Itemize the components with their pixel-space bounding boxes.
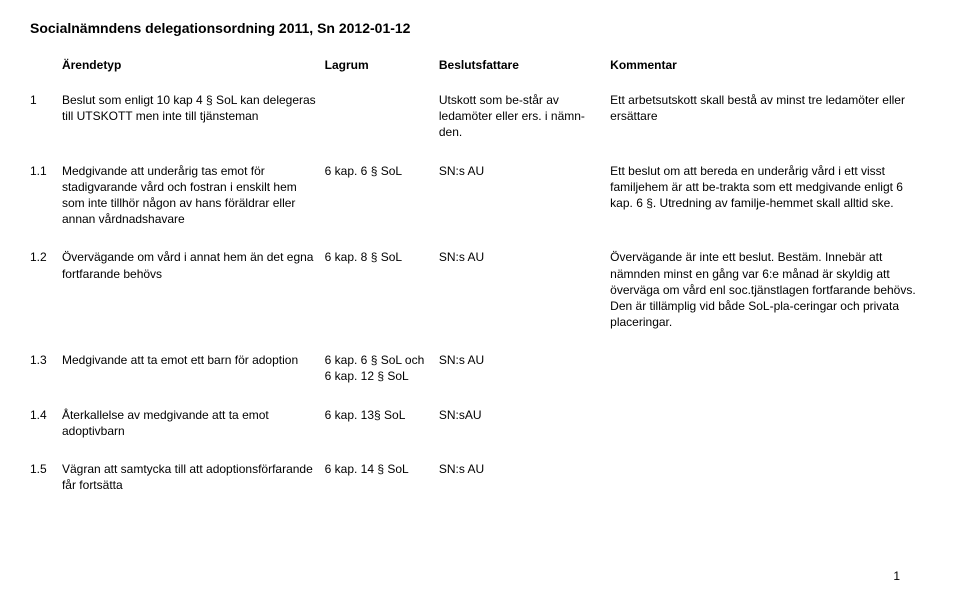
- row-num: 1.1: [30, 159, 62, 246]
- row-lagrum: 6 kap. 6 § SoL och 6 kap. 12 § SoL: [325, 348, 439, 402]
- table-row: 1.5 Vägran att samtycka till att adoptio…: [30, 457, 930, 511]
- table-row: 1.3 Medgivande att ta emot ett barn för …: [30, 348, 930, 402]
- page-title: Socialnämndens delegationsordning 2011, …: [30, 20, 930, 36]
- row-lagrum: 6 kap. 13§ SoL: [325, 403, 439, 457]
- col-header-kommentar: Kommentar: [610, 54, 930, 88]
- row-num: 1.5: [30, 457, 62, 511]
- row-beslutsfattare: SN:s AU: [439, 245, 610, 348]
- table-row: 1.2 Övervägande om vård i annat hem än d…: [30, 245, 930, 348]
- col-header-lagrum: Lagrum: [325, 54, 439, 88]
- row-beslutsfattare: SN:s AU: [439, 159, 610, 246]
- row-arendetyp: Övervägande om vård i annat hem än det e…: [62, 245, 325, 348]
- row-num: 1.3: [30, 348, 62, 402]
- table-row: 1.1 Medgivande att underårig tas emot fö…: [30, 159, 930, 246]
- col-header-blank: [30, 54, 62, 88]
- row-kommentar: Övervägande är inte ett beslut. Bestäm. …: [610, 245, 930, 348]
- table-row: 1.4 Återkallelse av medgivande att ta em…: [30, 403, 930, 457]
- col-header-beslutsfattare: Beslutsfattare: [439, 54, 610, 88]
- page-number: 1: [893, 569, 900, 583]
- row-beslutsfattare: SN:sAU: [439, 403, 610, 457]
- row-lagrum: 6 kap. 8 § SoL: [325, 245, 439, 348]
- row-arendetyp: Medgivande att underårig tas emot för st…: [62, 159, 325, 246]
- row-num: 1.4: [30, 403, 62, 457]
- row-beslutsfattare: SN:s AU: [439, 457, 610, 511]
- row-kommentar: Ett arbetsutskott skall bestå av minst t…: [610, 88, 930, 159]
- row-kommentar: Ett beslut om att bereda en underårig vå…: [610, 159, 930, 246]
- row-lagrum: 6 kap. 6 § SoL: [325, 159, 439, 246]
- row-arendetyp: Beslut som enligt 10 kap 4 § SoL kan del…: [62, 88, 325, 159]
- row-kommentar: [610, 457, 930, 511]
- row-beslutsfattare: Utskott som be-står av ledamöter eller e…: [439, 88, 610, 159]
- col-header-arendetyp: Ärendetyp: [62, 54, 325, 88]
- row-lagrum: [325, 88, 439, 159]
- row-kommentar: [610, 403, 930, 457]
- row-beslutsfattare: SN:s AU: [439, 348, 610, 402]
- row-num: 1: [30, 88, 62, 159]
- row-kommentar: [610, 348, 930, 402]
- row-arendetyp: Vägran att samtycka till att adoptionsfö…: [62, 457, 325, 511]
- row-arendetyp: Medgivande att ta emot ett barn för adop…: [62, 348, 325, 402]
- table-row: 1 Beslut som enligt 10 kap 4 § SoL kan d…: [30, 88, 930, 159]
- delegation-table: Ärendetyp Lagrum Beslutsfattare Kommenta…: [30, 54, 930, 511]
- row-lagrum: 6 kap. 14 § SoL: [325, 457, 439, 511]
- row-num: 1.2: [30, 245, 62, 348]
- row-arendetyp: Återkallelse av medgivande att ta emot a…: [62, 403, 325, 457]
